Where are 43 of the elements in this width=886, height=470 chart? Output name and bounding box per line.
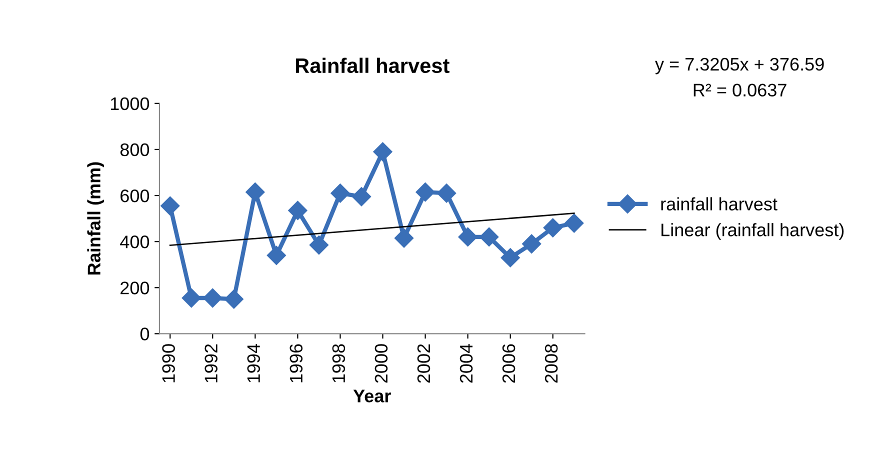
y-axis-title: Rainfall (mm) (87, 162, 104, 275)
point (394, 228, 414, 248)
x-tick-label: 1998 (332, 344, 346, 382)
point (309, 236, 328, 255)
point (330, 184, 350, 203)
point (500, 248, 520, 268)
text: R² = 0.0637 (694, 84, 786, 96)
point (522, 234, 542, 254)
y-tick-label: 400 (120, 236, 150, 248)
point (266, 246, 286, 265)
x-tick-label: 2008 (544, 344, 558, 383)
x-tick-label: 1992 (204, 344, 218, 382)
x-tick-label: 2006 (502, 344, 516, 383)
point (480, 227, 499, 247)
y-tick-label: 200 (120, 282, 150, 294)
y-tick-label: 1000 (110, 97, 150, 110)
point (543, 218, 562, 238)
point (203, 288, 222, 308)
point (373, 142, 392, 162)
point (458, 227, 478, 247)
legend-label: rainfall harvest (661, 197, 778, 210)
point (416, 182, 435, 202)
x-tick-label: 1990 (162, 344, 175, 382)
x-tick-label: 2004 (460, 344, 473, 383)
point (288, 200, 308, 220)
x-tick-label: 1994 (247, 344, 260, 382)
x-tick-label: 2002 (417, 344, 430, 383)
x-axis-title: Year (353, 390, 391, 402)
point (437, 184, 456, 203)
y-tick-label: 0 (140, 328, 150, 340)
point (160, 196, 180, 216)
y-tick-label: 600 (120, 189, 150, 202)
point (352, 187, 372, 206)
text: y = 7.3205x + 376.59 (655, 58, 824, 74)
legend-label: Linear (rainfall harvest) (662, 223, 844, 240)
y-tick-label: 800 (120, 143, 150, 156)
point (224, 290, 244, 309)
x-tick-label: 2000 (374, 344, 388, 383)
point (564, 214, 584, 233)
chart-title: Rainfall harvest (296, 58, 450, 74)
x-tick-label: 1996 (290, 344, 303, 382)
point (182, 288, 201, 308)
point (246, 182, 265, 202)
